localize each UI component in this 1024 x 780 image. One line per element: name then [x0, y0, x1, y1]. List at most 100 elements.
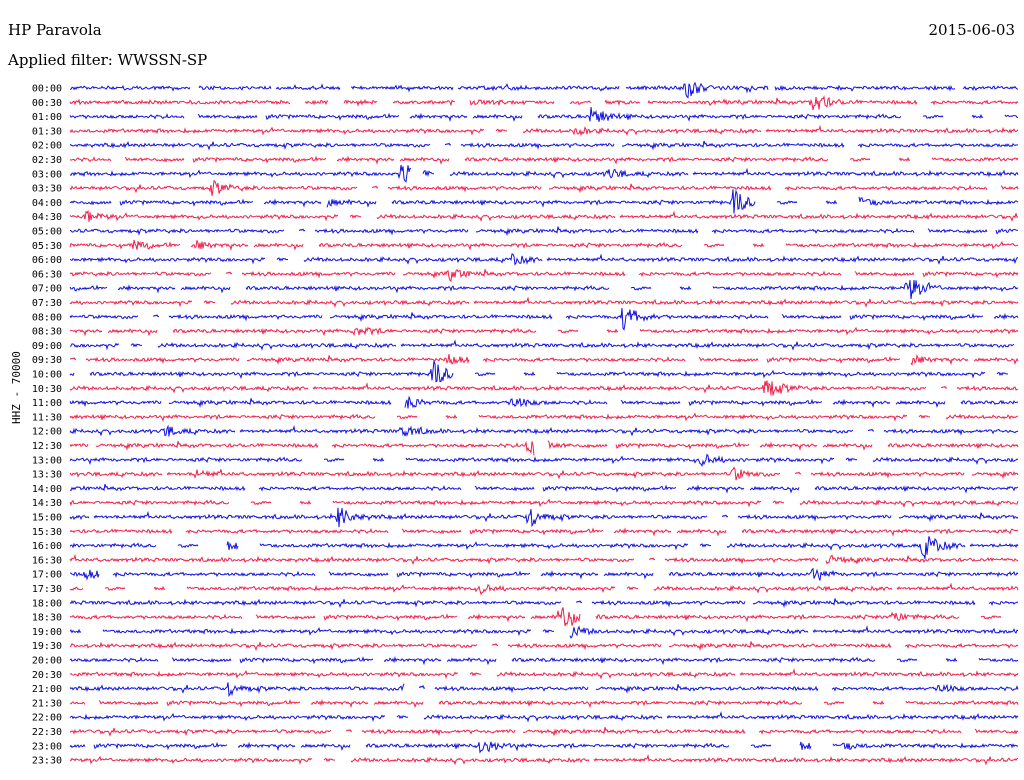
time-tick-1730: 17:30	[32, 584, 62, 595]
trace-row-0630	[69, 269, 1019, 282]
trace-row-2000	[69, 655, 1019, 666]
trace-row-2230	[69, 727, 1019, 737]
time-tick-1430: 14:30	[32, 498, 62, 509]
trace-row-1130	[69, 412, 1019, 423]
time-tick-0400: 04:00	[32, 198, 62, 209]
time-tick-0700: 07:00	[32, 284, 62, 295]
time-tick-1200: 12:00	[32, 427, 62, 438]
trace-row-2300	[69, 741, 1019, 754]
time-tick-0000: 00:00	[32, 84, 62, 95]
trace-row-1730	[69, 582, 1019, 596]
trace-row-1600	[69, 536, 1019, 560]
trace-row-0730	[69, 296, 1019, 308]
time-tick-1130: 11:30	[32, 412, 62, 423]
trace-row-0000	[70, 81, 1019, 99]
trace-row-0800	[69, 308, 1019, 331]
time-tick-0130: 01:30	[32, 126, 62, 137]
time-tick-1400: 14:00	[32, 484, 62, 495]
time-tick-0500: 05:00	[32, 227, 62, 238]
time-tick-0730: 07:30	[32, 298, 62, 309]
trace-row-1000	[69, 360, 1009, 383]
time-tick-2300: 23:00	[32, 741, 62, 752]
time-tick-0930: 09:30	[32, 355, 62, 366]
time-tick-0830: 08:30	[32, 327, 62, 338]
trace-row-1800	[69, 598, 1019, 609]
time-tick-2130: 21:30	[32, 698, 62, 709]
trace-row-2330	[69, 753, 1019, 766]
time-tick-0100: 01:00	[32, 112, 62, 123]
trace-row-0830	[69, 326, 1019, 337]
trace-row-1500	[69, 507, 1019, 528]
trace-row-0530	[69, 239, 1019, 251]
station-title: HP Paravola	[8, 21, 102, 39]
trace-row-2200	[69, 711, 1019, 723]
trace-row-0430	[69, 209, 1019, 223]
time-tick-2330: 23:30	[32, 756, 62, 767]
time-tick-1530: 15:30	[32, 527, 62, 538]
trace-row-2100	[69, 682, 1019, 698]
trace-row-0500	[69, 226, 1019, 237]
time-tick-1830: 18:30	[32, 613, 62, 624]
date-label: 2015-06-03	[928, 21, 1015, 39]
trace-row-0900	[69, 339, 1015, 351]
time-tick-0300: 03:00	[32, 169, 62, 180]
trace-row-0300	[69, 164, 1019, 183]
trace-row-0330	[69, 179, 1019, 197]
time-tick-1800: 18:00	[32, 598, 62, 609]
time-tick-0800: 08:00	[32, 312, 62, 323]
trace-row-1100	[69, 396, 1018, 409]
trace-row-1900	[69, 625, 1019, 639]
time-tick-2030: 20:30	[32, 670, 62, 681]
time-tick-2200: 22:00	[32, 713, 62, 724]
time-tick-1930: 19:30	[32, 641, 62, 652]
trace-row-0600	[69, 253, 1018, 266]
trace-row-1200	[69, 424, 1019, 437]
seismogram-traces	[69, 81, 1019, 766]
time-tick-0530: 05:30	[32, 241, 62, 252]
time-tick-2000: 20:00	[32, 656, 62, 667]
filter-label: Applied filter: WWSSN-SP	[8, 51, 208, 69]
trace-row-1400	[69, 483, 1019, 494]
time-tick-1500: 15:00	[32, 513, 62, 524]
trace-row-0030	[69, 95, 1019, 111]
time-tick-0900: 09:00	[32, 341, 62, 352]
time-tick-1330: 13:30	[32, 470, 62, 481]
trace-row-0130	[69, 124, 1019, 137]
trace-row-1530	[69, 527, 1019, 537]
trace-row-0930	[69, 354, 1019, 367]
trace-row-1230	[69, 440, 1019, 456]
time-tick-0330: 03:30	[32, 184, 62, 195]
trace-row-0400	[69, 189, 1019, 214]
time-tick-1900: 19:00	[32, 627, 62, 638]
time-tick-1600: 16:00	[32, 541, 62, 552]
time-tick-1100: 11:00	[32, 398, 62, 409]
time-tick-0630: 06:30	[32, 269, 62, 280]
trace-row-2130	[70, 698, 1019, 709]
time-tick-1000: 10:00	[32, 370, 62, 381]
time-tick-0430: 04:30	[32, 212, 62, 223]
time-tick-2100: 21:00	[32, 684, 62, 695]
trace-row-1300	[69, 453, 1019, 468]
time-tick-1230: 12:30	[32, 441, 62, 452]
trace-row-1930	[69, 641, 1019, 651]
trace-row-1330	[69, 466, 1019, 481]
time-tick-1030: 10:30	[32, 384, 62, 395]
trace-row-1030	[69, 380, 1019, 396]
trace-row-1430	[69, 498, 1019, 508]
time-tick-1300: 13:00	[32, 455, 62, 466]
time-tick-2230: 22:30	[32, 727, 62, 738]
time-tick-1630: 16:30	[32, 555, 62, 566]
trace-row-2030	[69, 668, 1019, 680]
time-tick-0200: 02:00	[32, 141, 62, 152]
time-tick-0230: 02:30	[32, 155, 62, 166]
trace-row-0200	[69, 140, 1019, 151]
trace-row-0700	[69, 279, 1019, 300]
trace-row-1830	[69, 607, 1002, 627]
time-tick-labels: 00:00 00:30 01:00 01:30 02:00 02:30 03:00 03:30…	[32, 84, 62, 767]
trace-row-1630	[69, 553, 1019, 566]
time-tick-0030: 00:30	[32, 98, 62, 109]
trace-row-0100	[69, 107, 1019, 122]
trace-row-0230	[69, 155, 1019, 165]
time-tick-1700: 17:00	[32, 570, 62, 581]
